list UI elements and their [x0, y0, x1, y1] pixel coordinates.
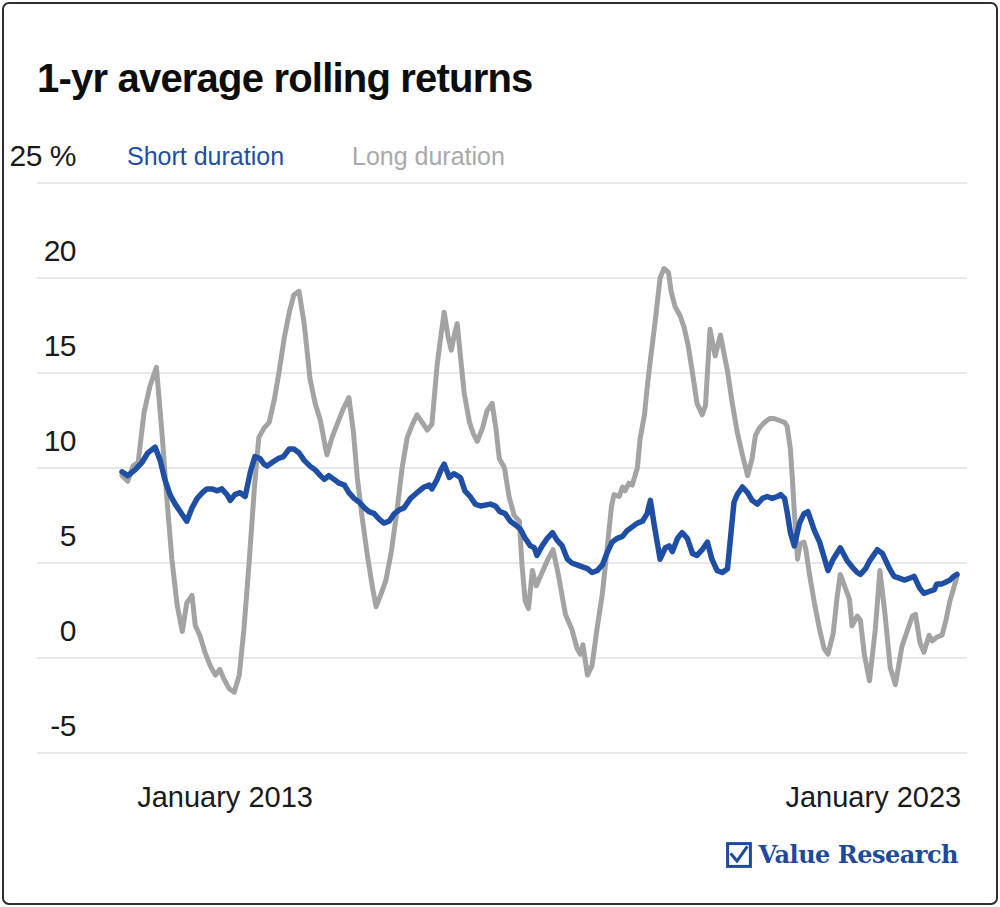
x-tick-label: January 2023	[785, 781, 961, 813]
y-tick-label-0: 0	[60, 614, 76, 647]
returns-chart: 25 % 20 15 10 5 0 -5 January 2013 January 2023	[4, 4, 1000, 907]
x-tick-label: January 2013	[137, 781, 313, 813]
y-tick-label-15: 15	[44, 329, 76, 362]
y-tick-label-5: 5	[60, 519, 76, 552]
logo-text: Value Research	[759, 840, 958, 869]
chart-card: 1-yr average rolling returns 25 %2015105…	[2, 2, 998, 905]
value-research-logo: Value Research	[726, 840, 958, 869]
y-tick-label-20: 20	[44, 234, 76, 267]
y-tick-label--5: -5	[50, 709, 76, 742]
legend-short-duration: Short duration	[127, 142, 284, 171]
legend-long-duration: Long duration	[352, 142, 505, 171]
checkbox-check-icon	[726, 842, 752, 868]
y-tick-label-10: 10	[44, 424, 76, 457]
y-tick-label-25: 25 %	[10, 139, 76, 172]
